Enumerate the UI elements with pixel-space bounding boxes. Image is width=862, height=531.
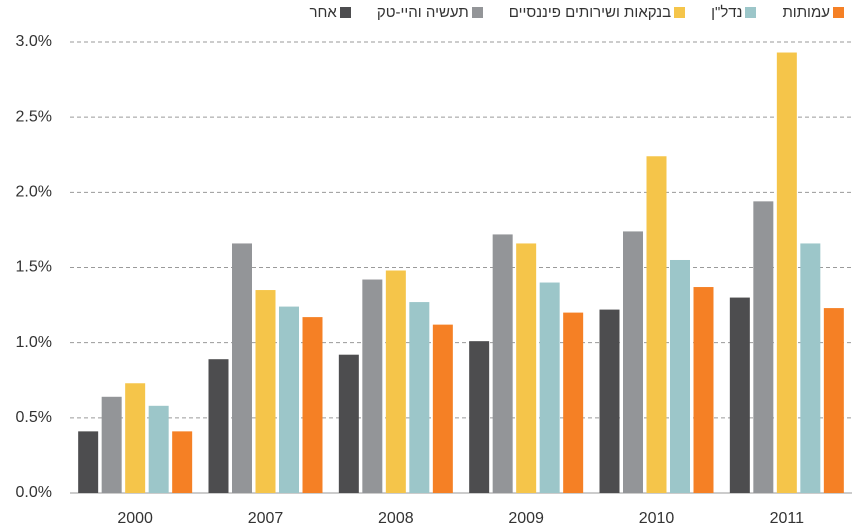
legend-swatch <box>833 7 844 18</box>
bar <box>693 287 714 493</box>
bar <box>432 324 453 493</box>
bar <box>279 306 299 493</box>
legend-swatch <box>674 7 686 18</box>
bar <box>255 290 276 493</box>
y-tick-label: 0.0% <box>16 484 52 501</box>
bar <box>469 341 490 493</box>
x-tick-label: 2008 <box>378 510 414 527</box>
x-tick-label: 2009 <box>508 510 544 527</box>
legend-item: תעשיה והיי-טק <box>377 4 483 21</box>
bar <box>563 312 584 493</box>
bar <box>729 297 750 493</box>
bar <box>172 431 193 493</box>
bar <box>362 279 383 493</box>
legend-item: נדל"ן <box>711 4 757 21</box>
legend-item: עמותות <box>782 4 844 21</box>
bar <box>208 359 229 493</box>
bar <box>823 308 844 493</box>
y-tick-label: 3.0% <box>16 33 52 50</box>
x-tick-label: 2010 <box>639 510 675 527</box>
legend-label: בנקאות ושירותים פיננסיים <box>508 4 672 21</box>
bar <box>599 309 620 493</box>
bar <box>148 405 169 493</box>
legend-label: עמותות <box>782 4 830 21</box>
bar <box>646 156 667 493</box>
legend-swatch <box>471 7 483 18</box>
y-tick-label: 2.0% <box>16 184 52 201</box>
legend: אחר תעשיה והיי-טק בנקאות ושירותים פיננסיים… <box>310 4 844 21</box>
bar <box>125 383 146 493</box>
bar <box>623 231 643 494</box>
y-tick-label: 1.0% <box>16 334 52 351</box>
legend-label: אחר <box>309 4 337 21</box>
x-tick-label: 2007 <box>248 510 284 527</box>
y-tick-label: 0.5% <box>16 409 52 426</box>
bar <box>338 354 359 493</box>
y-tick-label: 2.5% <box>16 108 52 125</box>
bar <box>409 302 430 493</box>
bar <box>385 270 406 493</box>
bar <box>101 396 122 493</box>
bar <box>800 243 821 493</box>
legend-label: תעשיה והיי-טק <box>376 4 469 21</box>
bar <box>539 282 560 493</box>
bar <box>78 431 99 493</box>
bar <box>302 317 323 493</box>
bar <box>492 234 513 493</box>
legend-item: בנקאות ושירותים פיננסיים <box>508 4 686 21</box>
bar <box>753 201 774 493</box>
x-tick-label: 2000 <box>117 510 153 527</box>
bar <box>776 52 797 493</box>
bar <box>670 259 690 493</box>
bar <box>232 243 252 493</box>
legend-item: אחר <box>310 4 351 21</box>
legend-label: נדל"ן <box>711 4 743 21</box>
x-tick-label: 2011 <box>770 510 805 527</box>
y-tick-label: 1.5% <box>16 259 52 276</box>
legend-swatch <box>339 7 351 18</box>
bar <box>516 243 537 493</box>
legend-swatch <box>745 7 757 18</box>
